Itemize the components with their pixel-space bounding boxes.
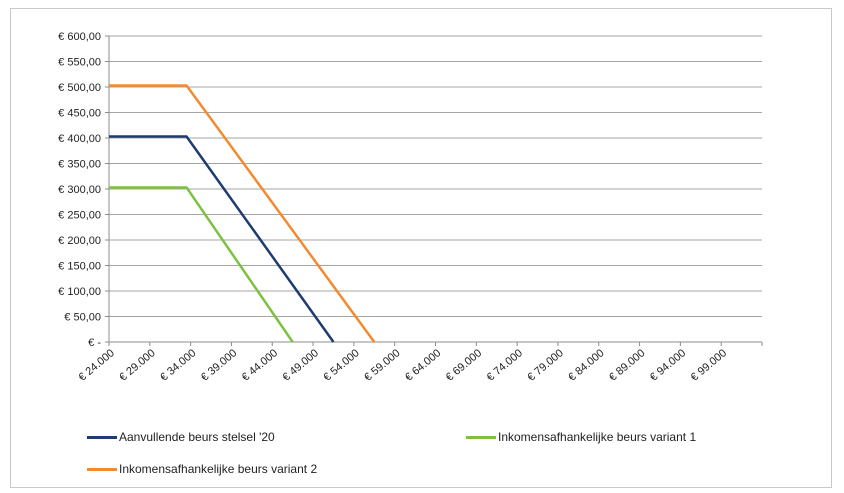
x-tick-label: € 69.000: [444, 347, 485, 384]
x-tick-label: € 64.000: [403, 347, 444, 384]
series-lines: [109, 84, 376, 343]
y-tick-label: € 100,00: [58, 286, 101, 298]
legend-swatch-1: [466, 435, 496, 439]
x-tick-label: € 34.000: [158, 347, 199, 384]
x-tick-label: € 54.000: [321, 347, 362, 384]
y-tick-label: € 400,00: [58, 133, 101, 145]
y-tick-label: € -: [88, 337, 101, 349]
y-tick-label: € 50,00: [64, 312, 101, 324]
x-tick-label: € 94.000: [648, 347, 689, 384]
legend-swatch-0: [87, 435, 117, 439]
legend-label-1: Inkomensafhankelijke beurs variant 1: [498, 430, 697, 444]
series-line-1: [109, 186, 294, 343]
series-line-2: [109, 84, 376, 343]
y-tick-label: € 250,00: [58, 210, 101, 222]
y-tick-label: € 500,00: [58, 82, 101, 94]
x-tick-label: € 84.000: [566, 347, 607, 384]
y-tick-label: € 450,00: [58, 108, 101, 120]
y-tick-label: € 600,00: [58, 31, 101, 43]
gridlines: [108, 35, 762, 343]
legend-swatch-2: [87, 467, 117, 471]
y-tick-label: € 200,00: [58, 235, 101, 247]
y-tick-label: € 350,00: [58, 159, 101, 171]
series-line-0: [109, 135, 335, 343]
x-tick-label: € 89.000: [607, 347, 648, 384]
x-axis-ticks: € 24.000 € 29.000 € 34.000 € 39.000 € 44.000…: [76, 342, 763, 384]
x-tick-label: € 59.000: [362, 347, 403, 384]
x-tick-label: € 79.000: [525, 347, 566, 384]
y-tick-label: € 550,00: [58, 57, 101, 69]
chart-frame: € - € 50,00 € 100,00 € 150,00 € 200,00 € 250,…: [10, 8, 832, 488]
legend-item-series-1: Inkomensafhankelijke beurs variant 1: [466, 430, 696, 444]
legend-label-2: Inkomensafhankelijke beurs variant 2: [119, 462, 318, 476]
x-tick-label: € 49.000: [280, 347, 321, 384]
x-tick-label: € 74.000: [485, 347, 526, 384]
y-axis-ticks: € - € 50,00 € 100,00 € 150,00 € 200,00 € 250,…: [58, 31, 109, 349]
x-tick-label: € 39.000: [199, 347, 240, 384]
y-tick-label: € 150,00: [58, 261, 101, 273]
x-tick-label: € 29.000: [117, 347, 158, 384]
x-tick-label: € 24.000: [76, 347, 117, 384]
legend-label-0: Aanvullende beurs stelsel '20: [119, 430, 275, 444]
legend-item-series-2: Inkomensafhankelijke beurs variant 2: [87, 462, 317, 476]
x-tick-label: € 99.000: [689, 347, 730, 384]
line-chart: € - € 50,00 € 100,00 € 150,00 € 200,00 € 250,…: [58, 31, 763, 384]
legend-item-series-0: Aanvullende beurs stelsel '20: [87, 430, 275, 444]
x-tick-label: € 44.000: [240, 347, 281, 384]
y-tick-label: € 300,00: [58, 184, 101, 196]
